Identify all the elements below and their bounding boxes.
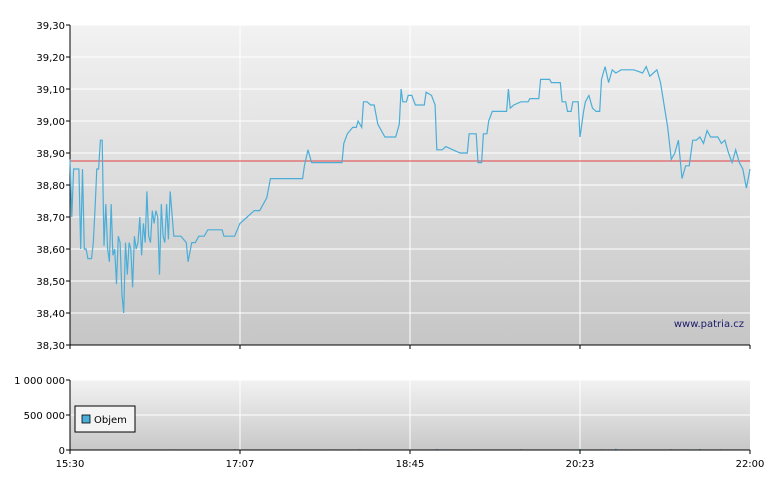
price-y-tick-label: 38,90: [36, 149, 65, 160]
volume-y-tick-label: 0: [59, 446, 65, 457]
volume-bar: [579, 448, 581, 450]
volume-y-tick-label: 500 000: [24, 411, 65, 422]
price-y-tick-label: 38,80: [36, 181, 65, 192]
volume-y-axis: 1 000 000 500 000 0: [14, 376, 71, 457]
price-y-tick-label: 38,60: [36, 245, 65, 256]
price-series-line: [69, 65, 751, 314]
volume-y-tick-label: 1 000 000: [14, 376, 65, 387]
price-y-axis: 39,30 39,20 39,10 39,00 38,90 38,80 38,70 38,60…: [36, 21, 71, 352]
legend-label: Objem: [94, 415, 127, 426]
legend-swatch: [81, 414, 91, 424]
price-y-tick-label: 39,10: [36, 85, 65, 96]
volume-legend: Objem: [74, 405, 136, 433]
price-y-tick-label: 38,70: [36, 213, 65, 224]
price-y-tick-label: 39,00: [36, 117, 65, 128]
price-y-tick-label: 38,50: [36, 277, 65, 288]
price-y-tick-label: 38,40: [36, 309, 65, 320]
watermark: www.patria.cz: [674, 319, 744, 330]
x-tick-label: 20:23: [566, 459, 595, 470]
price-y-tick-label: 39,30: [36, 21, 65, 32]
price-y-tick-label: 38,30: [36, 341, 65, 352]
x-tick-label: 18:45: [396, 459, 425, 470]
price-y-tick-label: 39,20: [36, 53, 65, 64]
x-tick-label: 22:00: [736, 459, 765, 470]
x-tick-label: 15:30: [56, 459, 85, 470]
volume-x-axis-ticks: 15:30 17:07 18:45 20:23 22:00: [56, 450, 765, 470]
price-x-ticks: [69, 345, 751, 349]
volume-bar: [615, 448, 617, 450]
x-tick-label: 17:07: [226, 459, 255, 470]
